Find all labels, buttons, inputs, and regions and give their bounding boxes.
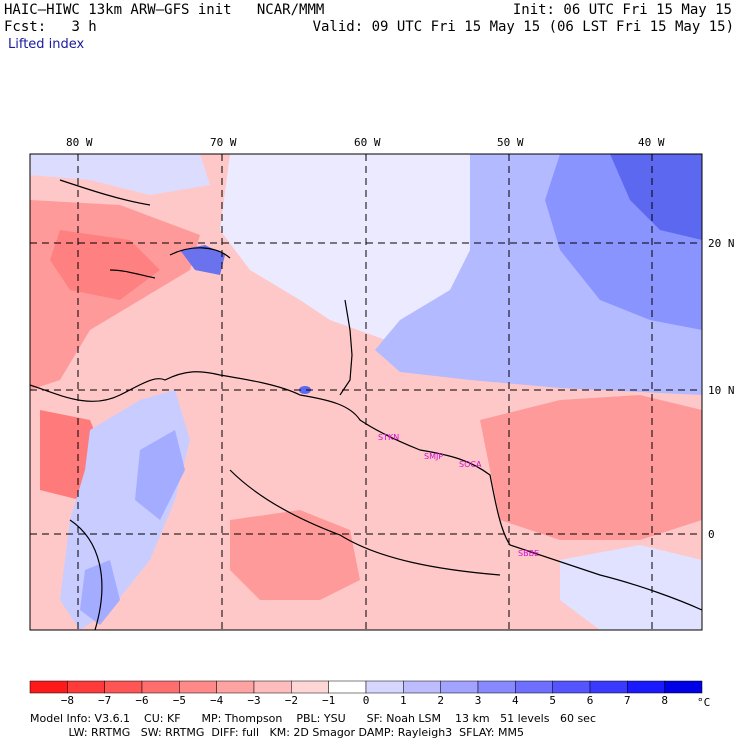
station-label: STKN: [378, 433, 399, 442]
coastlines: [30, 179, 702, 630]
station-label: SMJP: [424, 452, 443, 461]
field-name: Lifted index: [8, 37, 85, 52]
colorbar-tick-label: 8: [661, 694, 668, 707]
colorbar-tick-label: 3: [475, 694, 482, 707]
colorbar-swatch: [104, 680, 143, 694]
lon-label-80w: 80 W: [66, 136, 93, 149]
station-label: SBBE: [518, 549, 539, 558]
colorbar-swatch: [627, 680, 665, 694]
colorbar-swatch: [291, 680, 329, 694]
colorbar-swatch: [67, 680, 105, 694]
colorbar-tick-label: −1: [322, 694, 335, 707]
colorbar-tick-label: 0: [363, 694, 370, 707]
colorbar-tick-label: −6: [135, 694, 148, 707]
footer-line-2: LW: RRTMG SW: RRTMG DIFF: full KM: 2D Sm…: [30, 726, 524, 739]
colorbar-tick-label: −2: [285, 694, 298, 707]
colorbar: −8 −7 −6 −5 −4 −3 −2 −1 0 1 2 3 4 5 6 7 8: [29, 680, 703, 707]
colorbar-swatch: [216, 680, 255, 694]
colorbar-swatch: [253, 680, 292, 694]
colorbar-tick-label: −4: [210, 694, 224, 707]
colorbar-tick-label: −3: [247, 694, 260, 707]
plot-frame: [29, 153, 703, 631]
station-label: SOCA: [459, 460, 482, 469]
colorbar-swatch: [403, 680, 441, 694]
lat-label-10n: 10 N: [708, 384, 735, 397]
lon-label-40w: 40 W: [638, 136, 665, 149]
colorbar-tick-label: 4: [512, 694, 519, 707]
colorbar-swatch: [365, 680, 404, 694]
init-time: Init: 06 UTC Fri 15 May 15: [512, 2, 732, 18]
colorbar-swatch: [328, 680, 367, 694]
colorbar-swatch: [664, 680, 703, 694]
lon-label-70w: 70 W: [210, 136, 237, 149]
colorbar-tick-label: −7: [98, 694, 111, 707]
colorbar-swatch: [29, 680, 68, 694]
lon-label-60w: 60 W: [354, 136, 381, 149]
valid-time: Valid: 09 UTC Fri 15 May 15 (06 LST Fri …: [312, 19, 734, 35]
colorbar-tick-label: 6: [587, 694, 594, 707]
lat-label-20n: 20 N: [708, 237, 735, 250]
shaded-field: [30, 154, 702, 630]
model-title: HAIC–HIWC 13km ARW–GFS init NCAR/MMM: [4, 2, 325, 18]
colorbar-tick-label: −8: [61, 694, 74, 707]
colorbar-swatch: [179, 680, 217, 694]
colorbar-tick-label: 7: [624, 694, 631, 707]
graticule: [30, 154, 702, 630]
lat-label-0: 0: [708, 528, 715, 541]
colorbar-tick-label: 1: [400, 694, 407, 707]
colorbar-swatch: [141, 680, 180, 694]
colorbar-swatch: [589, 680, 628, 694]
colorbar-swatch: [440, 680, 479, 694]
colorbar-swatch: [552, 680, 591, 694]
colorbar-tick-label: 2: [437, 694, 444, 707]
colorbar-swatch: [515, 680, 553, 694]
forecast-hour: Fcst: 3 h: [4, 19, 97, 35]
colorbar-tick-label: 5: [549, 694, 556, 707]
footer-line-1: Model Info: V3.6.1 CU: KF MP: Thompson P…: [30, 712, 597, 725]
colorbar-unit: °C: [697, 696, 710, 709]
colorbar-tick-label: −5: [173, 694, 186, 707]
colorbar-swatch: [477, 680, 516, 694]
lon-label-50w: 50 W: [497, 136, 524, 149]
